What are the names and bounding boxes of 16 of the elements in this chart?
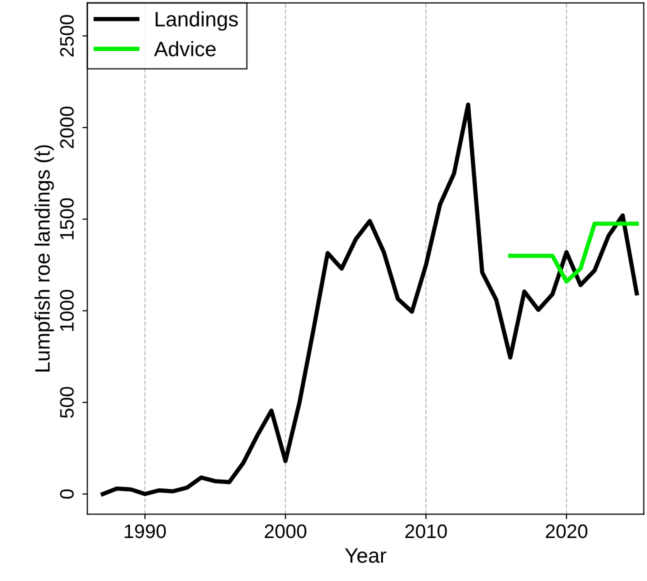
x-axis-title: Year xyxy=(344,548,386,563)
y-tick-label: 1500 xyxy=(60,198,74,240)
x-tick-label: 2020 xyxy=(546,524,588,538)
legend-label: Advice xyxy=(154,41,216,56)
y-tick-label: 0 xyxy=(60,489,74,499)
y-axis-title: Lumpfish roe landings (t) xyxy=(34,145,54,372)
x-tick-label: 2010 xyxy=(405,524,447,538)
legend-label: Landings xyxy=(156,11,238,31)
y-tick-label: 500 xyxy=(60,386,74,418)
x-tick-label: 2000 xyxy=(264,524,306,538)
y-tick-label: 1000 xyxy=(60,290,74,331)
x-tick-label: 1990 xyxy=(124,524,166,538)
line-series xyxy=(100,102,639,496)
y-tick-label: 2500 xyxy=(60,15,74,57)
line-series xyxy=(508,222,639,284)
y-tick-label: 2000 xyxy=(60,106,74,148)
